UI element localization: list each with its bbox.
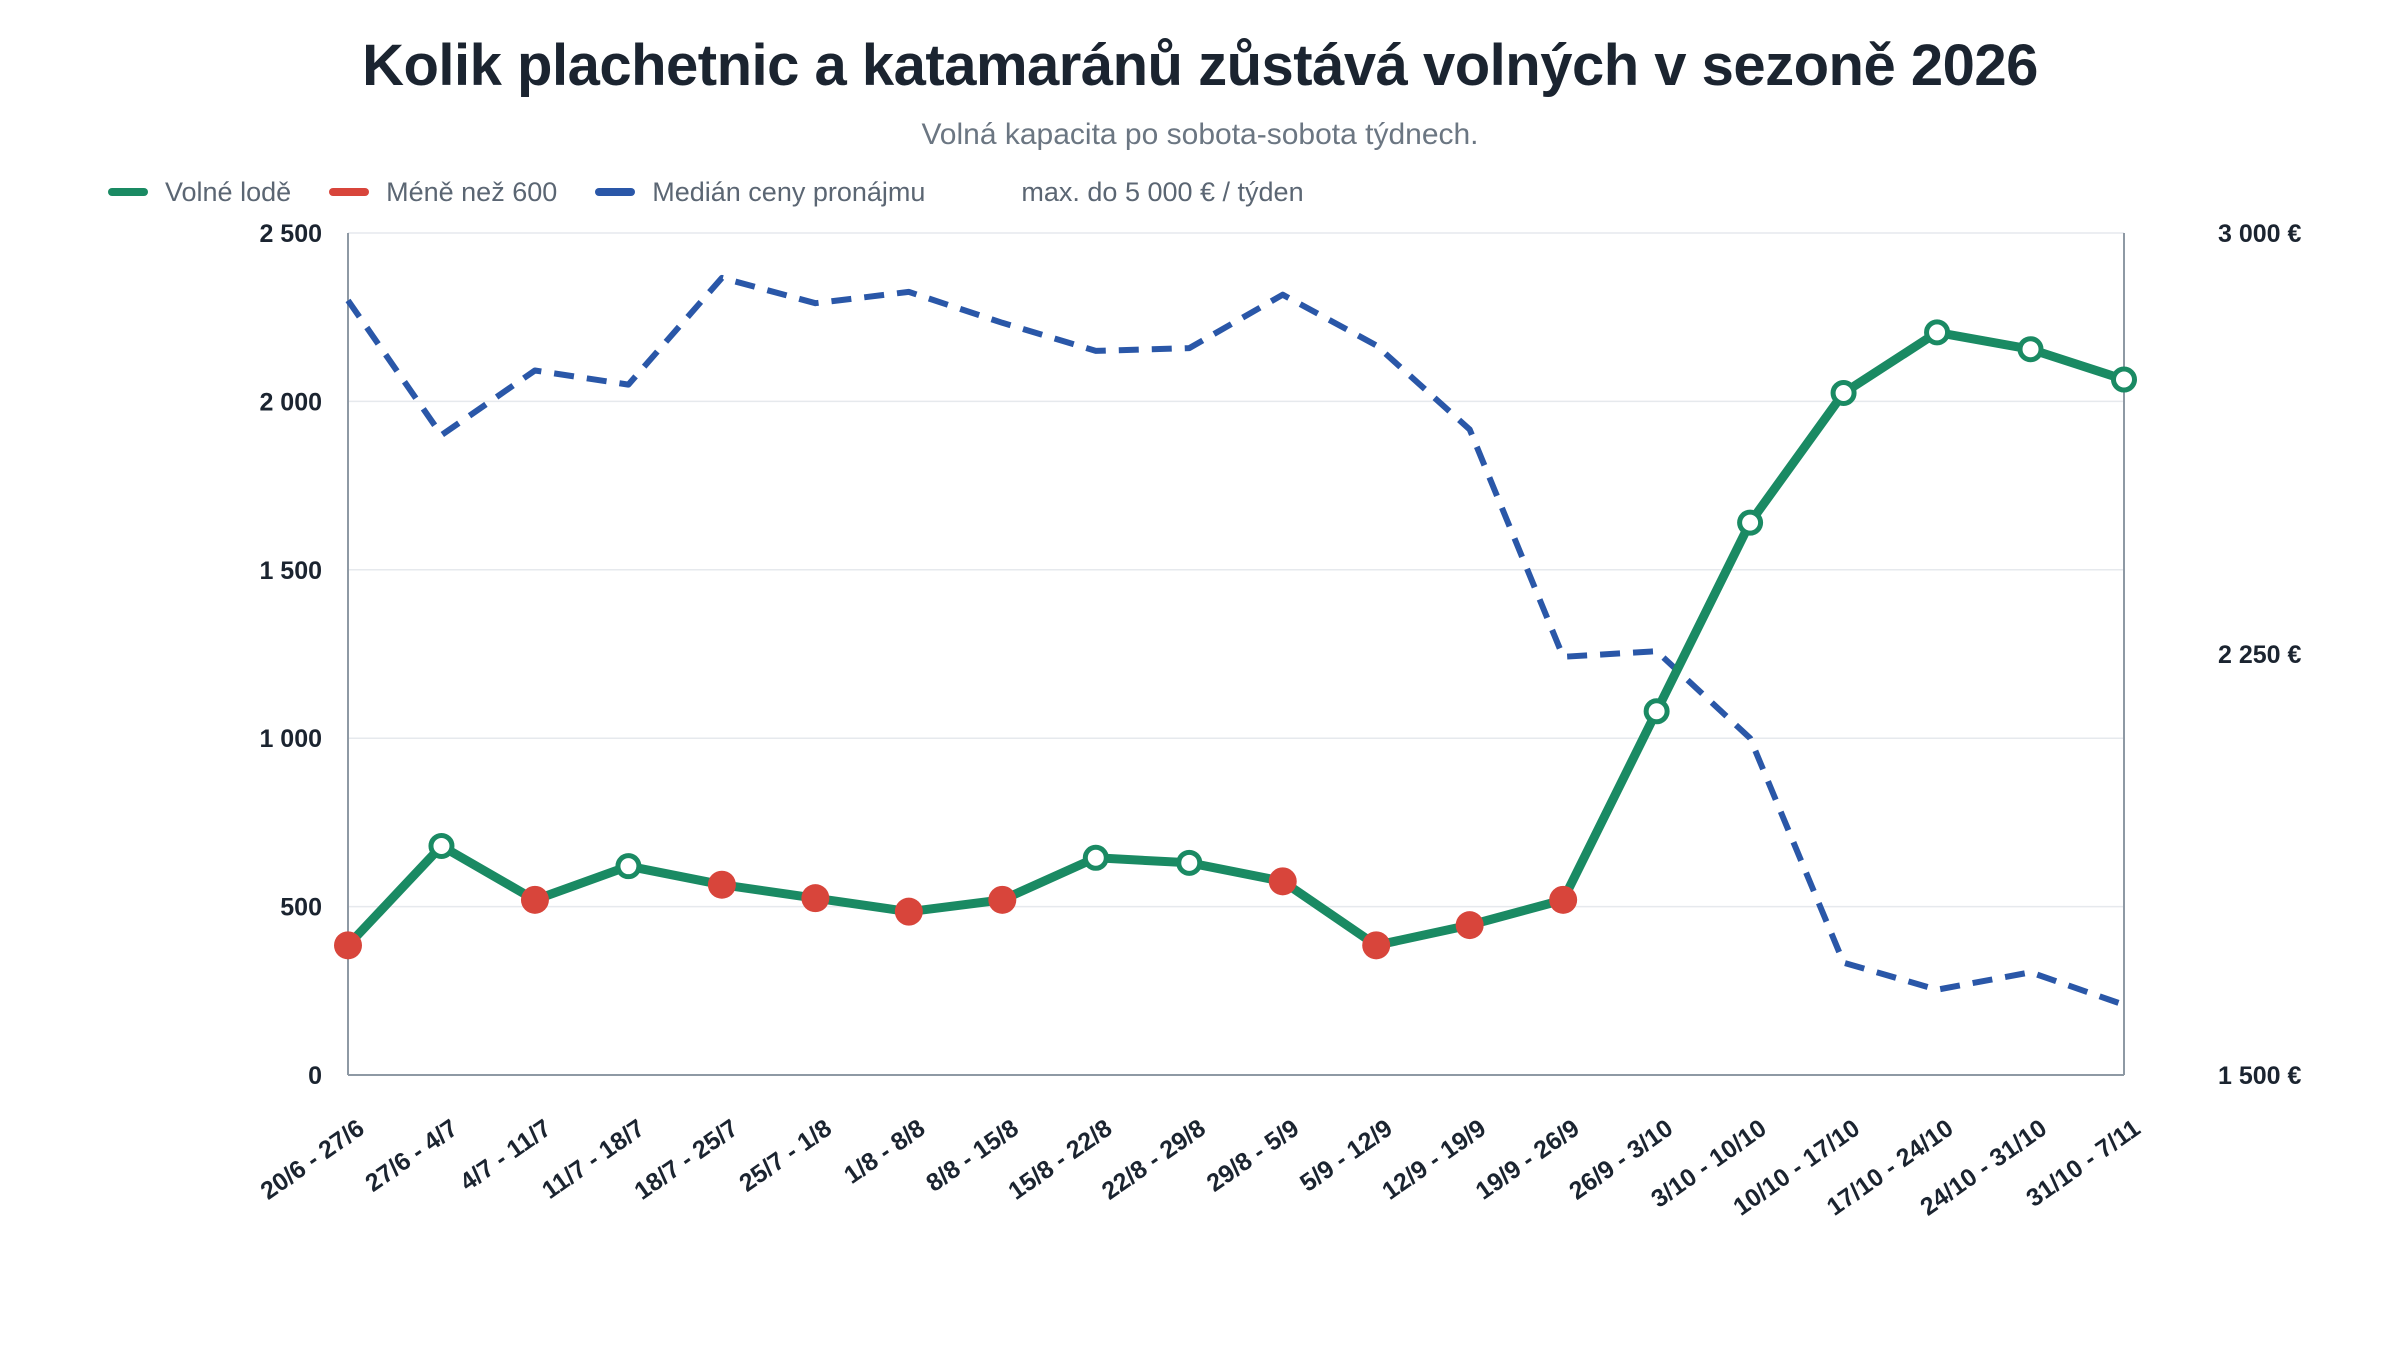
free-boats-line xyxy=(343,327,2129,950)
legend-swatch-median-price xyxy=(595,188,636,196)
x-tick-label: 25/7 - 1/8 xyxy=(734,1114,837,1198)
tick-labels: 0 500 1 000 1 500 2 000 2 500 1 500 € 2 250 € 3 … xyxy=(255,220,2301,1221)
x-tick-label: 18/7 - 25/7 xyxy=(629,1114,743,1205)
below-threshold-point xyxy=(1268,867,1297,896)
legend-note: max. do 5 000 € / týden xyxy=(1021,176,1304,207)
free-boats-point xyxy=(1830,379,1857,406)
legend-label-below-threshold: Méně než 600 xyxy=(386,176,558,207)
free-boats-point xyxy=(1924,319,1951,346)
x-tick-label: 12/9 - 19/9 xyxy=(1377,1114,1491,1205)
legend-item-free-boats: Volné lodě xyxy=(108,177,291,208)
free-boats-point xyxy=(1737,509,1764,536)
below-threshold-point xyxy=(988,885,1017,914)
legend-label-median-price: Medián ceny pronájmu xyxy=(652,176,926,207)
x-tick-label: 27/6 - 4/7 xyxy=(360,1114,463,1198)
free-boats-point xyxy=(2111,366,2137,393)
y-tick-label-right: 1 500 € xyxy=(2218,1062,2302,1090)
y-tick-label-left: 2 000 xyxy=(259,388,322,416)
legend-item-median-price: Medián ceny pronájmu xyxy=(595,177,925,208)
x-tick-label: 11/7 - 18/7 xyxy=(537,1114,650,1205)
x-tick-label: 29/8 - 5/9 xyxy=(1202,1114,1305,1198)
free-boats-point xyxy=(1643,698,1670,725)
gridlines xyxy=(348,232,2124,908)
below-threshold-point xyxy=(1455,911,1484,940)
x-tick-label: 20/6 - 27/6 xyxy=(255,1114,369,1205)
free-boats-point xyxy=(2017,336,2044,363)
x-tick-label: 19/9 - 26/9 xyxy=(1471,1114,1585,1205)
legend-item-below-threshold: Méně než 600 xyxy=(329,177,557,208)
below-threshold-point xyxy=(334,931,362,960)
free-boats-series xyxy=(334,319,2137,960)
y-tick-label-left: 0 xyxy=(308,1062,322,1090)
legend-label-free-boats: Volné lodě xyxy=(165,176,292,207)
x-tick-label: 1/8 - 8/8 xyxy=(839,1114,930,1190)
free-boats-point xyxy=(1176,849,1203,876)
below-threshold-point xyxy=(801,884,830,913)
free-boats-point xyxy=(428,832,455,859)
below-threshold-point xyxy=(1549,885,1578,914)
x-tick-label: 22/8 - 29/8 xyxy=(1097,1114,1211,1206)
below-threshold-point xyxy=(1362,931,1391,960)
y-tick-label-right: 2 250 € xyxy=(2218,641,2302,669)
free-boats-point xyxy=(1082,844,1109,871)
x-tick-label: 15/8 - 22/8 xyxy=(1003,1114,1117,1206)
chart-title: Kolik plachetnic a katamaránů zůstává vo… xyxy=(362,33,2038,98)
axes xyxy=(347,233,2125,1076)
below-threshold-point xyxy=(894,897,923,926)
y-tick-label-right: 3 000 € xyxy=(2218,220,2302,248)
y-tick-label-left: 2 500 xyxy=(259,220,322,248)
y-tick-label-left: 1 500 xyxy=(259,557,322,585)
legend: Volné lodě Méně než 600 Medián ceny pron… xyxy=(108,172,1304,212)
chart-subtitle: Volná kapacita po sobota-sobota týdnech. xyxy=(921,118,1479,151)
y-tick-label-left: 1 000 xyxy=(259,725,322,753)
legend-swatch-below-threshold xyxy=(329,188,370,196)
legend-swatch-free-boats xyxy=(108,188,148,196)
below-threshold-point xyxy=(520,885,549,914)
y-tick-label-left: 500 xyxy=(280,894,322,922)
below-threshold-point xyxy=(707,870,736,899)
free-boats-point xyxy=(615,853,642,880)
